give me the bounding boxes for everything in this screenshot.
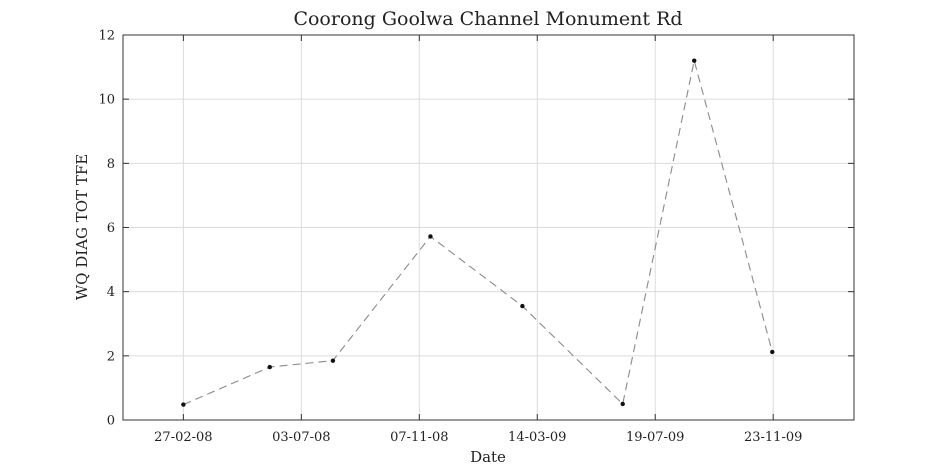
- plot-frame: [122, 34, 855, 421]
- y-tick-label: 4: [107, 285, 115, 300]
- y-axis-label: WQ DIAG TOT TFE: [73, 154, 91, 300]
- data-point: [770, 349, 775, 355]
- y-tick-label: 0: [107, 414, 115, 429]
- data-point: [692, 58, 697, 63]
- y-tick-label: 12: [98, 29, 115, 44]
- tick-labels: 0 2 4 6 8 10 12 27-02-08 03-07-08 07-11-08 14-03-0…: [98, 29, 802, 446]
- x-tick-label: 14-03-09: [508, 430, 566, 445]
- data-point: [330, 358, 336, 363]
- x-tick-label: 23-11-09: [744, 430, 802, 445]
- series-line: [183, 60, 773, 406]
- y-tick-label: 2: [107, 349, 115, 364]
- chart-title: Coorong Goolwa Channel Monument Rd: [293, 8, 682, 30]
- x-tick-label: 19-07-09: [626, 430, 684, 445]
- y-tick-label: 8: [107, 157, 115, 172]
- data-series: [181, 58, 775, 407]
- data-point: [267, 364, 272, 370]
- data-point: [428, 234, 433, 239]
- grid: [123, 34, 854, 421]
- data-point: [181, 402, 186, 407]
- y-tick-label: 6: [107, 221, 115, 236]
- y-tick-label: 10: [98, 93, 115, 108]
- x-tick-label: 27-02-08: [154, 430, 212, 445]
- x-tick-label: 07-11-08: [390, 430, 448, 445]
- x-axis-label: Date: [470, 448, 506, 466]
- data-point: [620, 401, 625, 407]
- x-tick-label: 03-07-08: [272, 430, 330, 445]
- data-point: [520, 303, 525, 309]
